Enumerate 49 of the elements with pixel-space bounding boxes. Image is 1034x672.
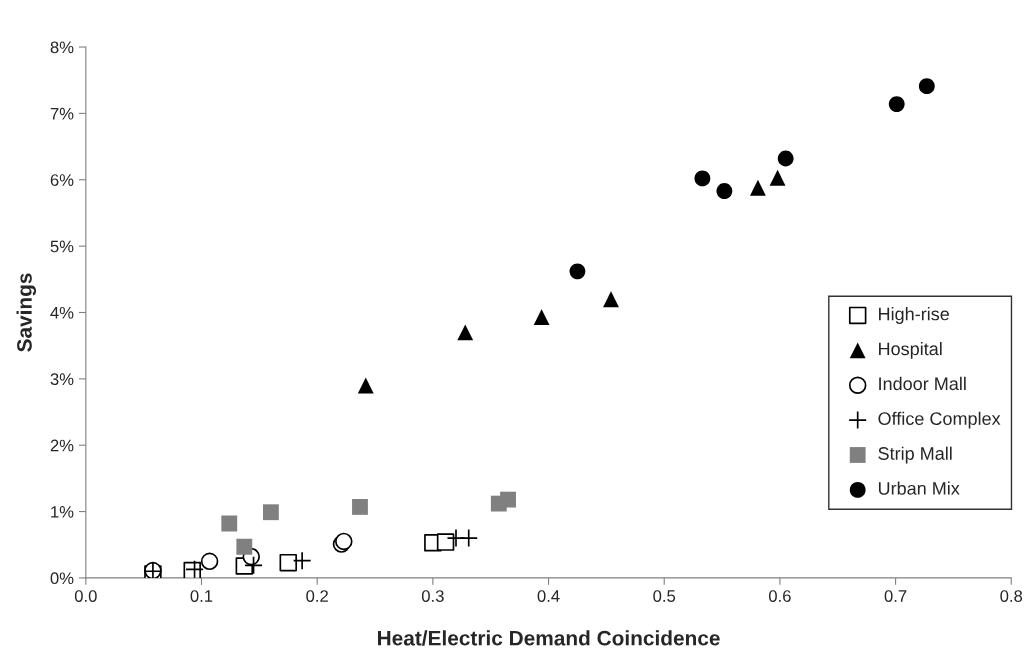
legend-label: Indoor Mall	[879, 376, 966, 391]
point	[716, 183, 733, 199]
y-tick-label: 3%	[50, 373, 74, 386]
y-tick-label: 5%	[50, 240, 74, 253]
legend-label: Strip Mall	[878, 446, 952, 464]
legend-label: Office Complex	[878, 411, 1001, 429]
point	[352, 499, 368, 515]
point	[457, 324, 474, 341]
x-tick-label: 0.6	[768, 590, 791, 602]
point	[459, 528, 479, 548]
x-tick-label: 0.4	[537, 590, 560, 602]
x-tick-label: 0.7	[884, 590, 907, 602]
point	[918, 78, 935, 95]
x-tick-label: 0.2	[306, 590, 328, 602]
point	[221, 515, 238, 532]
point	[244, 555, 263, 575]
y-tick-label: 8%	[50, 41, 74, 54]
legend-label: High-rise	[879, 307, 949, 324]
x-tick-label: 0.8	[1000, 590, 1023, 602]
x-tick-label: 0.3	[421, 590, 444, 602]
x-axis-title: Heat/Electric Demand Coincidence	[378, 630, 720, 646]
point	[777, 150, 794, 167]
point	[569, 263, 586, 280]
point	[262, 504, 279, 521]
y-tick-label: 1%	[51, 506, 74, 518]
x-tick-label: 0.0	[74, 590, 97, 602]
point	[200, 552, 219, 571]
y-tick-label: 7%	[50, 107, 74, 120]
point	[769, 169, 786, 186]
point	[436, 533, 455, 551]
point	[500, 491, 516, 508]
point	[279, 553, 298, 572]
point	[292, 551, 312, 571]
y-tick-label: 6%	[50, 174, 74, 186]
legend-label: Urban Mix	[878, 481, 960, 495]
point	[694, 170, 711, 187]
point	[236, 538, 253, 555]
y-tick-label: 2%	[50, 439, 74, 452]
point	[603, 291, 619, 308]
x-tick-label: 0.5	[653, 590, 676, 602]
point	[533, 309, 550, 326]
point	[750, 179, 766, 196]
y-tick-label: 4%	[50, 306, 74, 319]
y-tick-label: 0%	[50, 572, 74, 585]
legend-label: Hospital	[879, 341, 942, 359]
x-tick-label: 0.1	[190, 590, 213, 602]
point	[888, 96, 905, 113]
y-axis-title: Savings	[16, 273, 37, 352]
point	[357, 377, 374, 394]
